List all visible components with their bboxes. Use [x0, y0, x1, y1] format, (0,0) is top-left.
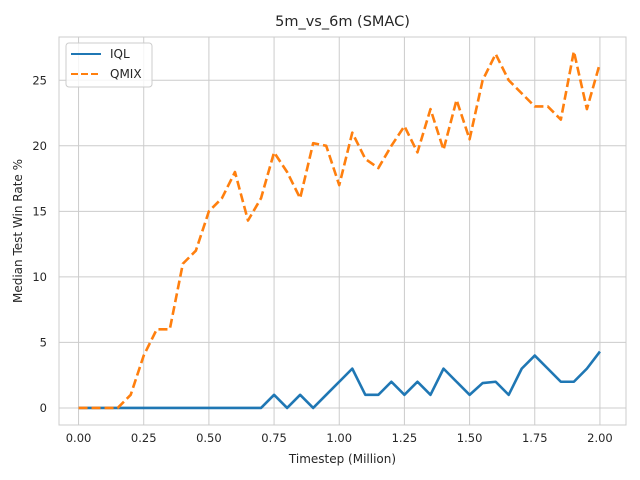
plot-frame: [58, 36, 627, 426]
x-tick-label: 1.50: [457, 431, 483, 445]
x-grid: [78, 37, 601, 425]
x-tick-label: 1.25: [392, 431, 418, 445]
y-tick-label: 25: [32, 73, 47, 87]
legend: IQL QMIX: [65, 42, 153, 88]
y-tick-labels: 0 5 10 15 20 25: [32, 73, 47, 415]
x-tick-label: 0.75: [261, 431, 287, 445]
y-tick-label: 0: [40, 401, 47, 415]
x-tick-label: 0.50: [196, 431, 222, 445]
legend-label-iql: IQL: [110, 47, 130, 61]
x-axis-label: Timestep (Million): [288, 452, 396, 466]
legend-label-qmix: QMIX: [110, 67, 142, 81]
x-tick-labels: 0.00 0.25 0.50 0.75 1.00 1.25 1.50 1.75 2.00: [66, 431, 613, 445]
y-tick-label: 20: [32, 139, 47, 153]
series-layer: [78, 50, 602, 410]
x-tick-label: 0.00: [66, 431, 92, 445]
x-tick-label: 0.25: [131, 431, 157, 445]
y-axis-label: Median Test Win Rate %: [11, 159, 25, 303]
y-tick-label: 10: [32, 270, 47, 284]
series-line-qmix: [78, 50, 602, 410]
series-line-iql: [78, 350, 601, 410]
chart-title: 5m_vs_6m (SMAC): [275, 14, 410, 30]
x-tick-label: 1.75: [522, 431, 548, 445]
x-tick-label: 2.00: [587, 431, 613, 445]
y-grid: [59, 79, 626, 409]
y-tick-label: 15: [32, 204, 47, 218]
y-tick-label: 5: [40, 335, 47, 349]
x-tick-label: 1.00: [326, 431, 352, 445]
